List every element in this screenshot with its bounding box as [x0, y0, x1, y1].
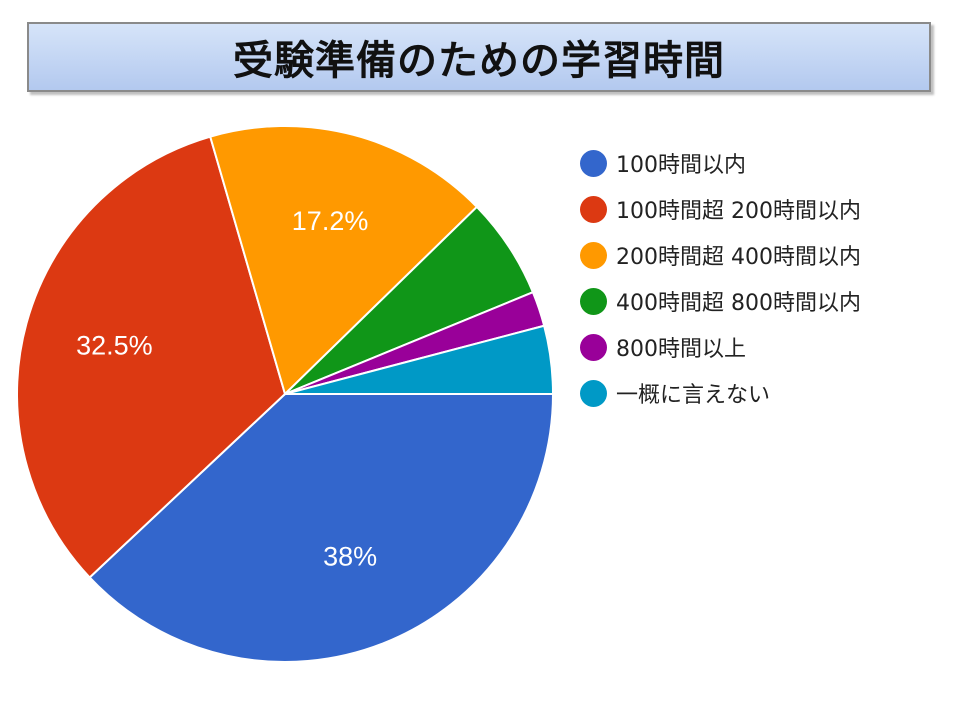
- legend-label-6: 一概に言えない: [616, 383, 771, 408]
- legend-item-5: 800時間以上: [580, 324, 940, 370]
- legend-swatch-2: [580, 195, 607, 223]
- legend-item-1: 100時間以内: [580, 140, 940, 186]
- pie-slice-6: [284, 324, 555, 395]
- legend: 100時間以内 100時間超 200時間以内 200時間超 400時間以内 400時間…: [580, 140, 940, 416]
- slice-data-label-2: 32.5%: [76, 330, 153, 360]
- chart-title: 受験準備のための学習時間: [233, 38, 725, 84]
- legend-item-6: 一概に言えない: [580, 370, 940, 416]
- legend-item-2: 100時間超 200時間以内: [580, 186, 940, 232]
- title-banner: 受験準備のための学習時間: [27, 22, 931, 92]
- legend-label-5: 800時間以上: [616, 337, 746, 362]
- pie-slice-1: [88, 393, 555, 663]
- legend-label-1: 100時間以内: [616, 153, 746, 178]
- legend-swatch-1: [580, 149, 607, 177]
- legend-label-4: 400時間超 800時間以内: [616, 291, 861, 316]
- legend-label-3: 200時間超 400時間以内: [616, 245, 861, 270]
- pie-slice-2: [16, 135, 287, 579]
- legend-swatch-4: [580, 287, 607, 315]
- legend-swatch-3: [580, 241, 607, 269]
- legend-item-3: 200時間超 400時間以内: [580, 232, 940, 278]
- legend-swatch-5: [580, 333, 607, 361]
- pie-slice-3: [208, 125, 479, 396]
- slice-data-label-3: 17.2%: [292, 206, 369, 236]
- slice-data-label-1: 38%: [323, 542, 377, 572]
- legend-item-4: 400時間超 800時間以内: [580, 278, 940, 324]
- legend-swatch-6: [580, 379, 607, 407]
- legend-label-2: 100時間超 200時間以内: [616, 199, 861, 224]
